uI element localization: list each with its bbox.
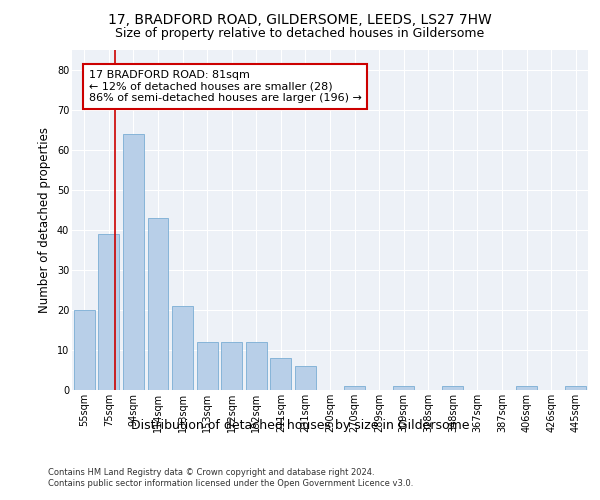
- Bar: [442, 386, 463, 390]
- Text: Distribution of detached houses by size in Gildersome: Distribution of detached houses by size …: [131, 420, 469, 432]
- Y-axis label: Number of detached properties: Number of detached properties: [38, 127, 51, 313]
- Text: 17, BRADFORD ROAD, GILDERSOME, LEEDS, LS27 7HW: 17, BRADFORD ROAD, GILDERSOME, LEEDS, LS…: [108, 12, 492, 26]
- Bar: [344, 386, 365, 390]
- Bar: [271, 358, 292, 390]
- Bar: [565, 386, 586, 390]
- Text: Contains HM Land Registry data © Crown copyright and database right 2024.
Contai: Contains HM Land Registry data © Crown c…: [48, 468, 413, 487]
- Bar: [123, 134, 144, 390]
- Bar: [148, 218, 169, 390]
- Text: 17 BRADFORD ROAD: 81sqm
← 12% of detached houses are smaller (28)
86% of semi-de: 17 BRADFORD ROAD: 81sqm ← 12% of detache…: [89, 70, 362, 103]
- Bar: [516, 386, 537, 390]
- Bar: [221, 342, 242, 390]
- Bar: [98, 234, 119, 390]
- Bar: [393, 386, 414, 390]
- Text: Size of property relative to detached houses in Gildersome: Size of property relative to detached ho…: [115, 28, 485, 40]
- Bar: [74, 310, 95, 390]
- Bar: [172, 306, 193, 390]
- Bar: [295, 366, 316, 390]
- Bar: [246, 342, 267, 390]
- Bar: [197, 342, 218, 390]
